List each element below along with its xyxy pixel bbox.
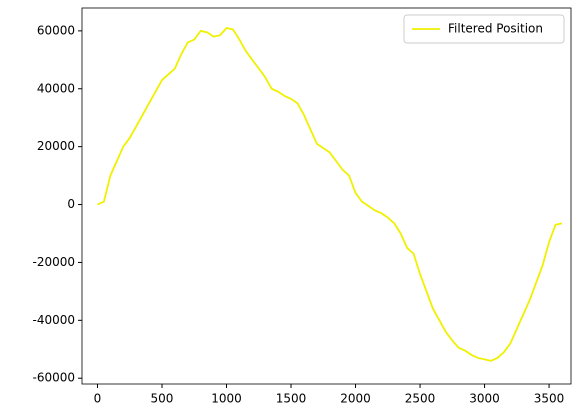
x-tick-label: 3500 bbox=[534, 392, 565, 406]
legend bbox=[403, 14, 565, 44]
y-tick-label: 40000 bbox=[37, 81, 75, 95]
x-tick-label: 0 bbox=[94, 392, 102, 406]
y-tick-label: 0 bbox=[67, 197, 75, 211]
line bbox=[97, 26, 563, 362]
axes-frame bbox=[81, 7, 572, 385]
x-tick-label: 2500 bbox=[405, 392, 436, 406]
legend-label: Filtered Position bbox=[448, 22, 543, 36]
x-tick-label: 3000 bbox=[469, 392, 500, 406]
y-tick-label: 20000 bbox=[37, 139, 75, 153]
y-tick-label: 60000 bbox=[37, 23, 75, 37]
x-tick-label: 1500 bbox=[276, 392, 307, 406]
y-tick-label: -60000 bbox=[32, 371, 75, 385]
x-tick-label: 2000 bbox=[340, 392, 371, 406]
x-tick-label: 1000 bbox=[211, 392, 242, 406]
x-tick-label: 500 bbox=[151, 392, 174, 406]
y-tick-label: -40000 bbox=[32, 313, 75, 327]
y-tick-label: -20000 bbox=[32, 255, 75, 269]
